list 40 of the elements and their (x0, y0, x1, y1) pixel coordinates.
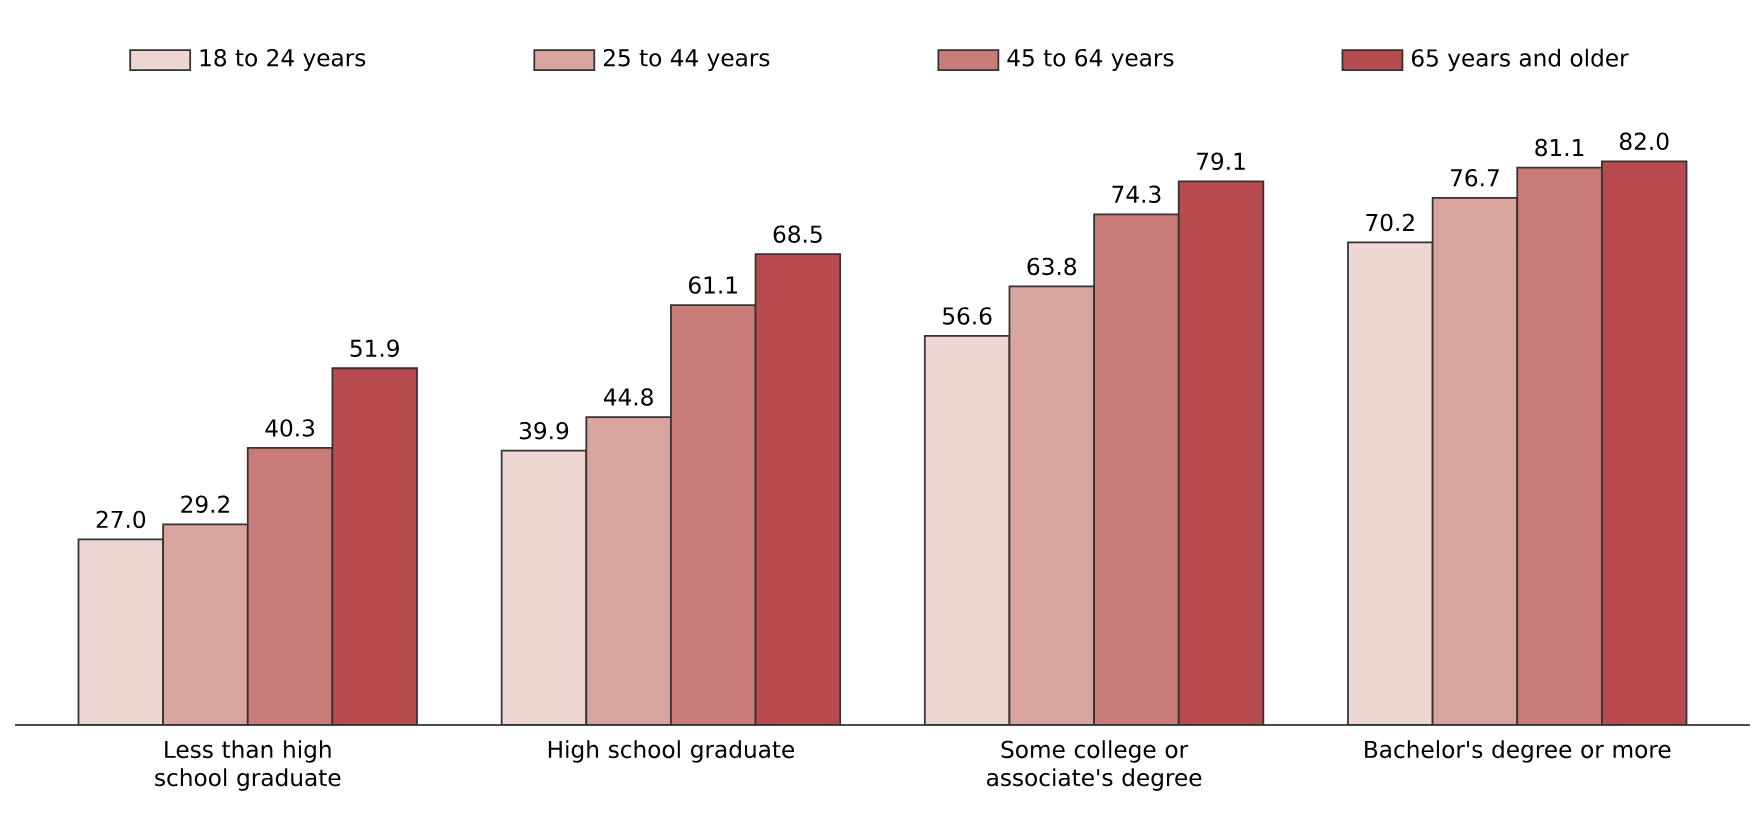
bar (246, 447, 334, 725)
data-label: 61.1 (689, 276, 737, 294)
x-tick-label: High school graduate (548, 740, 795, 763)
bar (1601, 160, 1688, 725)
bar (1177, 180, 1265, 725)
legend-label: 45 to 64 years (1007, 48, 1174, 71)
data-label: 44.8 (603, 388, 653, 406)
legend-label: 25 to 44 years (603, 48, 770, 71)
bar (1516, 166, 1603, 725)
bar (1431, 196, 1519, 725)
x-tick-label: Less than high school graduate (155, 740, 341, 791)
data-label: 70.2 (1366, 213, 1414, 232)
data-label: 82.0 (1619, 132, 1669, 151)
bar (1008, 285, 1095, 725)
bar (1347, 241, 1434, 725)
bar (162, 523, 249, 725)
data-label: 40.3 (265, 419, 315, 437)
data-label: 81.1 (1535, 138, 1584, 157)
data-label: 29.2 (181, 495, 229, 514)
x-tick-label: Some college or associate's degree (987, 740, 1202, 791)
bar (1093, 213, 1180, 725)
data-label: 76.7 (1451, 169, 1499, 187)
bar (923, 335, 1011, 725)
bar (77, 538, 164, 725)
data-label: 79.1 (1197, 152, 1245, 171)
legend-label: 18 to 24 years (200, 48, 366, 71)
data-label: 51.9 (350, 339, 399, 357)
bar (500, 449, 588, 725)
data-label: 27.0 (96, 510, 146, 529)
bar (670, 304, 757, 725)
bar (754, 253, 842, 725)
bar (585, 416, 672, 725)
data-label: 74.3 (1112, 185, 1161, 204)
x-tick-label: Bachelor's degree or more (1365, 740, 1671, 763)
data-label: 63.8 (1027, 257, 1076, 276)
data-label: 39.9 (519, 421, 569, 440)
data-label: 56.6 (943, 307, 992, 325)
data-label: 68.5 (773, 225, 822, 243)
bar (331, 367, 418, 725)
legend-label: 65 years and older (1411, 48, 1629, 72)
